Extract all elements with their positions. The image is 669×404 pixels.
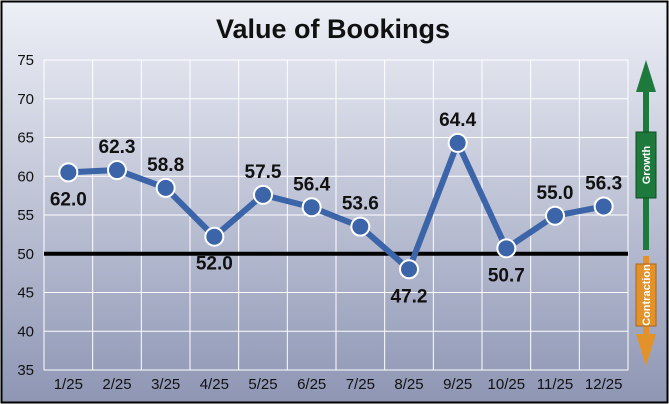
y-tick-label: 55 bbox=[17, 207, 34, 224]
x-tick-label: 3/25 bbox=[151, 376, 180, 393]
data-point bbox=[447, 132, 468, 153]
data-point bbox=[58, 162, 79, 183]
growth-label: Growth bbox=[641, 145, 653, 184]
data-point bbox=[545, 205, 565, 226]
data-labels: 62.0 62.3 58.8 52.0 57.5 56.4 53.6 47.2 64.4 50.7… bbox=[50, 110, 622, 307]
y-tick-label: 45 bbox=[17, 285, 34, 302]
y-tick-label: 60 bbox=[17, 168, 34, 185]
y-axis: 35 40 45 50 55 60 65 70 75 bbox=[17, 52, 34, 379]
x-axis: 1/25 2/25 3/25 4/25 5/25 6/25 7/25 8/25 9/25 10/2… bbox=[54, 376, 623, 393]
data-point bbox=[204, 226, 225, 247]
data-point bbox=[399, 259, 419, 280]
data-point bbox=[350, 216, 371, 237]
x-tick-label: 1/25 bbox=[54, 376, 83, 393]
data-label: 57.5 bbox=[245, 162, 282, 183]
y-tick-label: 75 bbox=[17, 52, 34, 69]
gridlines bbox=[43, 59, 629, 371]
data-label: 64.4 bbox=[439, 110, 476, 131]
data-label: 56.4 bbox=[293, 174, 330, 195]
y-tick-label: 70 bbox=[17, 91, 34, 108]
data-label: 56.3 bbox=[585, 173, 622, 194]
data-point bbox=[107, 160, 127, 181]
x-tick-label: 8/25 bbox=[394, 376, 423, 393]
growth-arrow-icon bbox=[636, 60, 656, 92]
x-tick-label: 9/25 bbox=[443, 376, 472, 393]
growth-indicator: Growth bbox=[635, 60, 657, 250]
y-tick-label: 65 bbox=[17, 130, 34, 147]
data-label: 47.2 bbox=[391, 286, 428, 307]
contraction-arrow-icon bbox=[636, 334, 656, 366]
data-label: 55.0 bbox=[537, 183, 574, 204]
x-tick-label: 4/25 bbox=[200, 376, 229, 393]
x-tick-label: 2/25 bbox=[102, 376, 131, 393]
y-tick-label: 40 bbox=[17, 323, 34, 340]
chart-title: Value of Bookings bbox=[216, 14, 450, 44]
x-tick-label: 6/25 bbox=[297, 376, 326, 393]
data-point bbox=[593, 196, 614, 217]
data-label: 62.0 bbox=[50, 189, 87, 210]
data-point bbox=[155, 177, 176, 198]
series-line bbox=[58, 132, 614, 280]
contraction-indicator: Contraction bbox=[635, 256, 657, 366]
data-label: 53.6 bbox=[342, 194, 379, 215]
data-label: 52.0 bbox=[196, 254, 233, 275]
data-point bbox=[253, 184, 273, 205]
x-tick-label: 7/25 bbox=[346, 376, 375, 393]
x-tick-label: 12/25 bbox=[585, 376, 623, 393]
growth-box bbox=[635, 131, 657, 199]
data-label: 62.3 bbox=[99, 137, 136, 158]
x-tick-label: 5/25 bbox=[248, 376, 277, 393]
data-point bbox=[496, 238, 517, 259]
data-point bbox=[301, 197, 322, 218]
data-label: 50.7 bbox=[488, 265, 525, 286]
data-label: 58.8 bbox=[147, 155, 184, 176]
x-tick-label: 11/25 bbox=[537, 376, 573, 393]
contraction-label: Contraction bbox=[641, 264, 653, 326]
y-tick-label: 35 bbox=[17, 362, 34, 379]
contraction-box bbox=[635, 263, 657, 327]
y-tick-label: 50 bbox=[17, 246, 34, 263]
x-tick-label: 10/25 bbox=[488, 376, 526, 393]
